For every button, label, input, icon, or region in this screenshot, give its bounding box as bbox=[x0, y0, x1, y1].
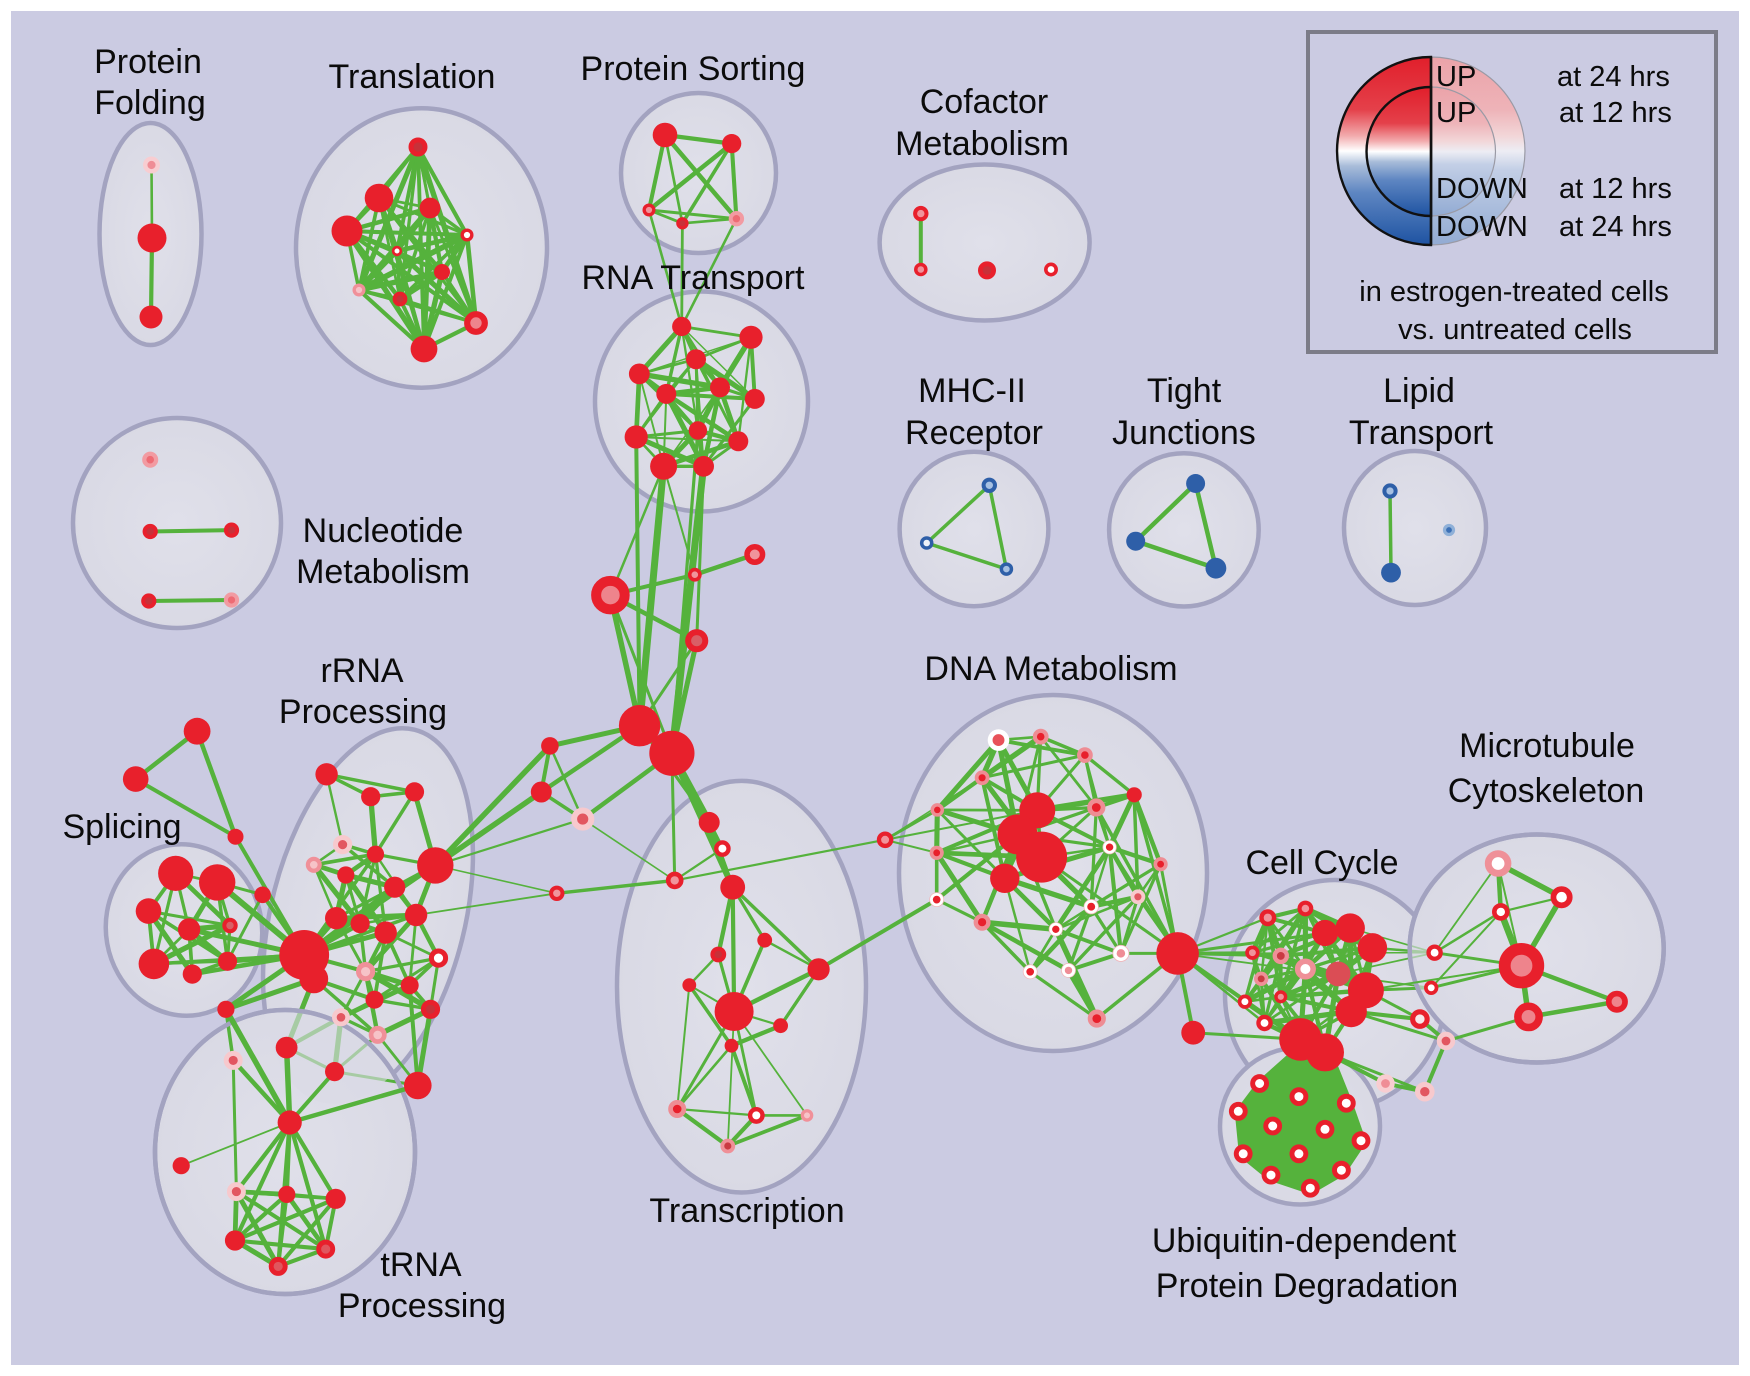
svg-text:MHC-II: MHC-II bbox=[918, 372, 1026, 410]
svg-text:RNA Transport: RNA Transport bbox=[582, 259, 806, 297]
svg-text:DOWN: DOWN bbox=[1436, 211, 1528, 243]
svg-text:UP: UP bbox=[1436, 97, 1476, 129]
svg-text:Nucleotide: Nucleotide bbox=[303, 512, 464, 550]
svg-text:Protein: Protein bbox=[94, 43, 202, 81]
svg-text:at 12 hrs: at 12 hrs bbox=[1559, 97, 1672, 129]
svg-text:Ubiquitin-dependent: Ubiquitin-dependent bbox=[1152, 1222, 1457, 1260]
svg-text:Metabolism: Metabolism bbox=[895, 125, 1069, 163]
svg-text:Protein Degradation: Protein Degradation bbox=[1156, 1267, 1458, 1305]
svg-text:vs. untreated cells: vs. untreated cells bbox=[1398, 314, 1632, 346]
svg-text:DNA Metabolism: DNA Metabolism bbox=[924, 650, 1177, 688]
svg-text:Receptor: Receptor bbox=[905, 414, 1043, 452]
svg-text:Processing: Processing bbox=[338, 1287, 506, 1325]
svg-text:Junctions: Junctions bbox=[1112, 414, 1256, 452]
svg-text:Transport: Transport bbox=[1349, 414, 1494, 452]
svg-text:Metabolism: Metabolism bbox=[296, 553, 470, 591]
svg-text:Translation: Translation bbox=[329, 58, 496, 96]
svg-text:Cell Cycle: Cell Cycle bbox=[1245, 844, 1398, 882]
svg-text:UP: UP bbox=[1436, 61, 1476, 93]
svg-text:Splicing: Splicing bbox=[62, 808, 181, 846]
svg-text:at 24 hrs: at 24 hrs bbox=[1557, 61, 1670, 93]
svg-text:rRNA: rRNA bbox=[320, 652, 403, 690]
svg-text:Processing: Processing bbox=[279, 693, 447, 731]
svg-text:DOWN: DOWN bbox=[1436, 173, 1528, 205]
svg-text:Cytoskeleton: Cytoskeleton bbox=[1448, 772, 1645, 810]
svg-text:tRNA: tRNA bbox=[380, 1246, 462, 1284]
svg-text:Transcription: Transcription bbox=[649, 1192, 844, 1230]
svg-text:Folding: Folding bbox=[94, 84, 206, 122]
svg-text:at 24 hrs: at 24 hrs bbox=[1559, 211, 1672, 243]
svg-text:Tight: Tight bbox=[1147, 372, 1222, 410]
svg-text:Protein Sorting: Protein Sorting bbox=[581, 50, 806, 88]
svg-text:at 12 hrs: at 12 hrs bbox=[1559, 173, 1672, 205]
svg-text:Lipid: Lipid bbox=[1383, 372, 1455, 410]
svg-text:Microtubule: Microtubule bbox=[1459, 727, 1635, 765]
svg-text:in estrogen-treated cells: in estrogen-treated cells bbox=[1359, 276, 1669, 308]
svg-text:Cofactor: Cofactor bbox=[920, 83, 1049, 121]
